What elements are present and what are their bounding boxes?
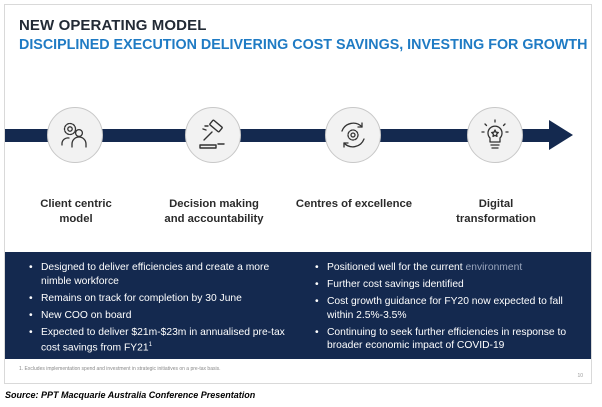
stage-label-3: Centres of excellence — [295, 198, 413, 210]
gear-cycle-icon — [325, 107, 381, 163]
slide: NEW OPERATING MODEL DISCIPLINED EXECUTIO… — [4, 4, 592, 384]
page-number: 10 — [577, 373, 583, 379]
timeline-arrow-shaft — [5, 129, 551, 142]
list-item: Continuing to seek further efficiencies … — [311, 326, 573, 353]
list-item: Positioned well for the current environm… — [311, 261, 573, 275]
footnote: 1. Excludes implementation spend and inv… — [19, 366, 221, 372]
list-item: Remains on track for completion by 30 Ju… — [25, 292, 299, 306]
slide-subtitle: DISCIPLINED EXECUTION DELIVERING COST SA… — [19, 37, 588, 53]
gavel-icon — [185, 107, 241, 163]
lightbulb-icon — [467, 107, 523, 163]
list-item: Further cost savings identified — [311, 278, 573, 292]
list-item: Designed to deliver efficiencies and cre… — [25, 261, 299, 288]
timeline-arrow-head — [549, 120, 573, 150]
stage-label-4: Digital transformation — [456, 198, 536, 225]
slide-title: NEW OPERATING MODEL — [19, 17, 207, 34]
list-item: New COO on board — [25, 309, 299, 323]
list-item: Cost growth guidance for FY20 now expect… — [311, 295, 573, 322]
client-people-gear-icon — [47, 107, 103, 163]
left-bullet-list: Designed to deliver efficiencies and cre… — [25, 261, 299, 359]
right-bullet-list: Positioned well for the current environm… — [311, 261, 573, 356]
source-caption: Source: PPT Macquarie Australia Conferen… — [5, 390, 256, 400]
stage-label-1: Client centric model — [40, 198, 112, 225]
stage-label-2: Decision making and accountability — [164, 198, 264, 225]
list-item: Expected to deliver $21m-$23m in annuali… — [25, 326, 299, 355]
summary-panel: Designed to deliver efficiencies and cre… — [5, 252, 591, 359]
